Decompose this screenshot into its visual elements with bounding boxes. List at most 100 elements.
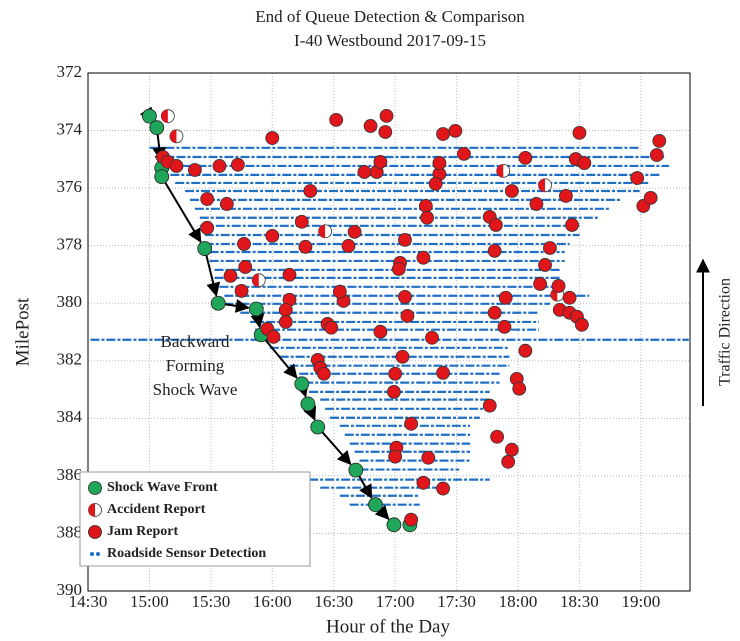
- shock-arrow: [260, 334, 298, 379]
- jam-report: [341, 239, 356, 253]
- x-tick-label: 15:00: [130, 592, 169, 611]
- shock-front-point: [348, 462, 364, 478]
- jam-report: [432, 156, 447, 170]
- jam-report: [421, 450, 436, 465]
- accident-report: [538, 178, 552, 193]
- jam-report: [577, 156, 592, 170]
- annotation: Forming: [166, 356, 225, 375]
- jam-report: [398, 233, 412, 247]
- jam-report: [518, 150, 533, 165]
- jam-report: [347, 224, 362, 239]
- jam-report: [574, 317, 589, 332]
- shock-front-point: [386, 517, 402, 533]
- jam-report: [294, 214, 309, 229]
- accident-report: [251, 273, 266, 288]
- jam-report: [529, 197, 544, 211]
- jam-report: [404, 512, 419, 527]
- plot-frame: [87, 72, 691, 592]
- x-tick-label: 16:30: [314, 592, 353, 611]
- marker-half: [169, 129, 177, 143]
- jam-report: [388, 366, 403, 381]
- marker-half: [538, 178, 546, 192]
- jam-report: [572, 125, 587, 140]
- jam-report: [436, 481, 450, 496]
- jam-report: [169, 159, 184, 173]
- jam-report: [498, 290, 513, 305]
- shock-front-point: [368, 497, 383, 513]
- jam-report: [482, 398, 497, 413]
- jam-report: [395, 349, 410, 364]
- accident-report: [169, 129, 184, 144]
- jam-report: [404, 416, 419, 431]
- jam-report: [316, 366, 331, 381]
- y-tick-label: 374: [57, 119, 83, 138]
- jam-report: [200, 220, 215, 235]
- legend-marker: [88, 525, 102, 539]
- jam-report: [652, 134, 667, 148]
- jam-report: [487, 305, 502, 320]
- jam-report: [533, 277, 548, 291]
- x-tick-label: 15:30: [191, 592, 230, 611]
- jam-report: [238, 260, 253, 274]
- y-tick-label: 390: [57, 580, 83, 599]
- annotation: Shock Wave: [153, 380, 238, 399]
- shock-arrow: [160, 176, 202, 243]
- jam-report: [200, 192, 215, 206]
- jam-report: [630, 171, 645, 185]
- jam-report: [416, 250, 431, 265]
- jam-report: [303, 184, 318, 198]
- jam-report: [265, 131, 280, 145]
- shock-front-point: [154, 169, 170, 185]
- accident-report: [318, 224, 333, 239]
- jam-report: [387, 384, 401, 399]
- shock-front-point: [142, 108, 157, 124]
- x-tick-label: 19:00: [621, 592, 660, 611]
- accident-report: [496, 163, 511, 178]
- shock-front-point: [149, 120, 165, 136]
- jam-report: [212, 159, 227, 173]
- legend-label: Shock Wave Front: [107, 480, 218, 495]
- marker-half: [318, 224, 326, 238]
- jam-report: [278, 315, 293, 329]
- jam-report: [448, 123, 463, 138]
- jam-report: [329, 113, 344, 127]
- jam-report: [425, 330, 439, 345]
- jam-report: [490, 429, 505, 444]
- jam-report: [487, 243, 502, 258]
- jam-report: [298, 239, 313, 254]
- jam-report: [504, 442, 519, 457]
- jam-report: [428, 176, 443, 191]
- jam-report: [543, 241, 557, 255]
- annotation: Backward: [161, 332, 230, 351]
- x-tick-label: 17:30: [437, 592, 476, 611]
- jam-report: [398, 289, 412, 304]
- chart-subtitle: I-40 Westbound 2017-09-15: [294, 31, 486, 50]
- legend-marker: [88, 503, 102, 517]
- jam-report: [234, 283, 249, 298]
- y-tick-label: 388: [57, 522, 83, 541]
- jam-report: [237, 237, 251, 251]
- jam-report: [416, 475, 431, 490]
- jam-report: [504, 184, 519, 198]
- jam-report: [373, 324, 388, 339]
- y-tick-label: 384: [57, 407, 83, 426]
- legend-label: Accident Report: [107, 502, 206, 517]
- legend-marker: [90, 552, 94, 556]
- accident-report: [160, 109, 175, 124]
- marker-half: [88, 503, 95, 517]
- shock-front-point: [294, 376, 310, 392]
- jam-report: [357, 165, 372, 179]
- jam-report: [551, 279, 566, 293]
- jam-report: [420, 210, 434, 225]
- shock-front-point: [210, 295, 226, 311]
- jam-report: [324, 320, 339, 335]
- jam-report: [538, 258, 552, 272]
- legend-box: [79, 471, 311, 567]
- jam-report: [379, 108, 394, 123]
- jam-report: [643, 190, 658, 205]
- jam-report: [265, 228, 280, 243]
- jam-report: [363, 119, 378, 133]
- jam-report: [230, 157, 245, 172]
- jam-report: [278, 302, 293, 317]
